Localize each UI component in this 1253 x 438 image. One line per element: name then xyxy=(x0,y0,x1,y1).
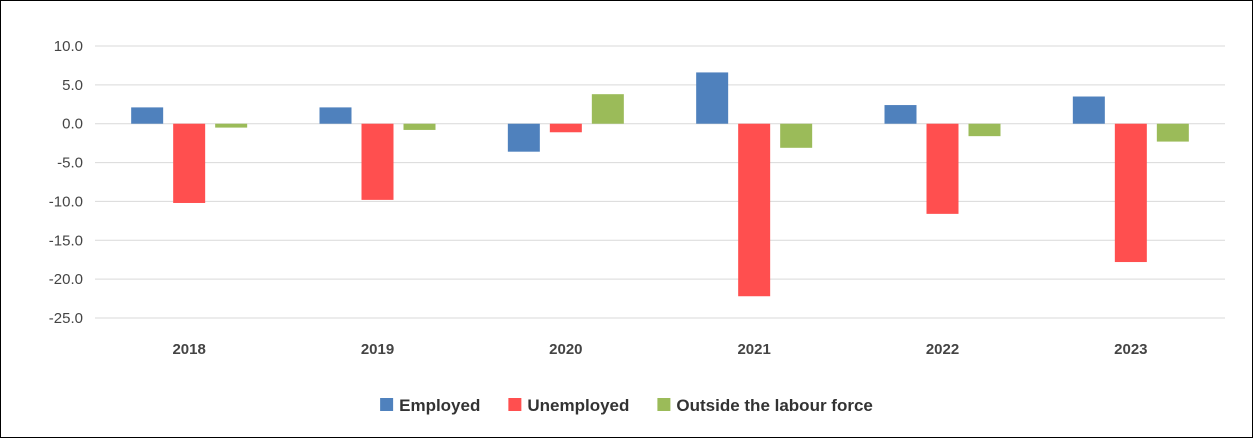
bars xyxy=(131,72,1189,297)
legend-swatch xyxy=(657,398,671,411)
x-tick-label: 2021 xyxy=(737,341,770,358)
bar xyxy=(1072,96,1105,124)
bar xyxy=(361,123,394,200)
legend-label: Outside the labour force xyxy=(676,396,872,415)
x-tick-label: 2019 xyxy=(361,341,394,358)
legend-label: Employed xyxy=(399,396,480,415)
legend-swatch xyxy=(508,398,522,411)
bar xyxy=(173,123,206,203)
y-tick-label: -15.0 xyxy=(49,232,83,249)
legend-swatch xyxy=(380,398,394,411)
bar xyxy=(968,123,1001,137)
y-tick-label: 0.0 xyxy=(62,116,83,133)
bar xyxy=(884,105,917,124)
x-tick-label: 2018 xyxy=(172,341,205,358)
bar xyxy=(215,123,248,128)
legend-label: Unemployed xyxy=(527,396,629,415)
bar xyxy=(131,107,164,124)
y-tick-label: 10.0 xyxy=(54,38,83,55)
bar xyxy=(1114,123,1147,263)
bar xyxy=(507,123,540,152)
x-axis-labels: 2018 2019 2020 2021 2022 2023 xyxy=(172,341,1147,358)
bar xyxy=(591,94,624,124)
y-tick-label: 5.0 xyxy=(62,77,83,94)
bar xyxy=(780,123,813,148)
x-tick-label: 2020 xyxy=(549,341,582,358)
bar xyxy=(319,107,352,124)
bar xyxy=(403,123,436,130)
y-tick-label: -10.0 xyxy=(49,193,83,210)
y-tick-label: -20.0 xyxy=(49,271,83,288)
x-tick-label: 2022 xyxy=(926,341,959,358)
bar xyxy=(696,72,729,124)
legend: Employed Unemployed Outside the labour for… xyxy=(380,396,873,415)
bar xyxy=(549,123,582,133)
y-axis-ticks: 10.0 5.0 0.0 -5.0 -10.0 -15.0 -20.0 -25.0 xyxy=(49,38,83,327)
bar xyxy=(738,123,771,297)
bar xyxy=(1156,123,1189,142)
y-tick-label: -25.0 xyxy=(49,310,83,327)
bar xyxy=(926,123,959,214)
y-tick-label: -5.0 xyxy=(57,155,83,172)
gridlines xyxy=(95,45,1225,319)
x-tick-label: 2023 xyxy=(1114,341,1147,358)
